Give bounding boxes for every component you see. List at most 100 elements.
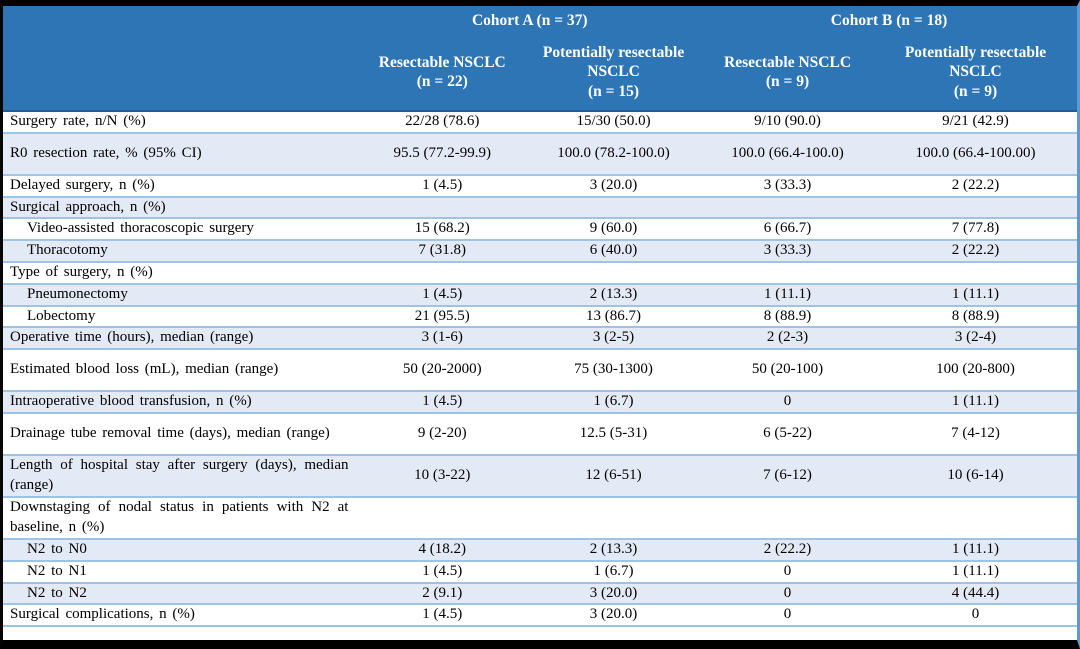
col-header-name: Potentially resectable NSCLC xyxy=(904,43,1047,81)
row-value: 1 (11.1) xyxy=(873,282,1077,306)
empty-label-header xyxy=(3,34,359,112)
row-value: 22/28 (78.6) xyxy=(405,113,480,129)
row-value: 2 (2-3) xyxy=(701,326,874,350)
row-value: 1 (11.1) xyxy=(873,537,1077,561)
row-value: 2 (9.1) xyxy=(358,581,527,605)
row-value: 7 (31.8) xyxy=(358,239,527,262)
row-value: 13 (86.7) xyxy=(526,304,702,328)
row-value: 9/10 (90.0) xyxy=(754,113,821,129)
row-value: 100.0 (66.4-100.00) xyxy=(873,131,1077,175)
row-value: 1 (11.1) xyxy=(873,559,1077,583)
row-value: 2 (13.3) xyxy=(526,282,702,306)
row-value xyxy=(358,260,527,284)
table-row: N2 to N0 4 (18.2) 2 (13.3) 2 (22.2) 1 (11.1) xyxy=(3,537,1077,561)
row-value: 10 (6-14) xyxy=(873,453,1077,497)
table-row: Estimated blood loss (mL), median (range… xyxy=(3,348,1077,392)
table-row: Operative time (hours), median (range) 3 … xyxy=(3,326,1077,350)
row-value: 50 (20-2000) xyxy=(358,348,527,392)
row-value: 95.5 (77.2-99.9) xyxy=(358,131,527,175)
row-value: 3 (1-6) xyxy=(358,326,527,350)
row-value: 3 (20.0) xyxy=(526,173,702,197)
cohort-a-header: Cohort A (n = 37) xyxy=(358,6,702,34)
table-row: Surgical approach, n (%) xyxy=(3,195,1077,219)
row-value: 0 xyxy=(701,559,874,583)
row-value: 1 (6.7) xyxy=(526,559,702,583)
table-row: Pneumonectomy 1 (4.5) 2 (13.3) 1 (11.1) 1 (1… xyxy=(3,282,1077,306)
table-header: Cohort A (n = 37) Cohort B (n = 18) Rese… xyxy=(3,6,1077,112)
col-header-cohort-a-resectable: Resectable NSCLC (n = 22) xyxy=(358,34,527,112)
row-value: 3 (20.0) xyxy=(526,603,702,628)
row-value xyxy=(873,195,1077,219)
col-header-name: Potentially resectable NSCLC xyxy=(542,43,685,81)
table-row: Video-assisted thoracoscopic surgery 15 (… xyxy=(3,217,1077,241)
row-value xyxy=(526,260,702,284)
row-value: 7 (6-12) xyxy=(701,453,874,497)
row-value: 1 (4.5) xyxy=(358,603,527,628)
row-label: Pneumonectomy xyxy=(3,282,359,306)
table-row: Delayed surgery, n (%) 1 (4.5) 3 (20.0) 3 (… xyxy=(3,173,1077,197)
empty-corner-cell xyxy=(3,6,359,34)
table-row: Lobectomy 21 (95.5) 13 (86.7) 8 (88.9) 8 (88… xyxy=(3,304,1077,328)
col-header-cohort-b-resectable: Resectable NSCLC (n = 9) xyxy=(701,34,874,112)
row-value: 1 (4.5) xyxy=(358,390,527,413)
row-value: 7 (77.8) xyxy=(873,217,1077,241)
row-value: 1 (6.7) xyxy=(526,390,702,413)
row-label: Drainage tube removal time (days), media… xyxy=(3,411,359,455)
table-body: Surgery rate, n/N (%) 22/28 (78.6) 15/30 (… xyxy=(3,111,1077,628)
subgroup-header-row: Resectable NSCLC (n = 22) Potentially re… xyxy=(3,34,1077,112)
col-header-name: Resectable NSCLC xyxy=(724,53,852,71)
table-row: N2 to N1 1 (4.5) 1 (6.7) 0 1 (11.1) xyxy=(3,559,1077,583)
row-value: 6 (66.7) xyxy=(701,217,874,241)
table-row: Downstaging of nodal status in patients … xyxy=(3,495,1077,539)
table-row: R0 resection rate, % (95% CI) 95.5 (77.2-… xyxy=(3,131,1077,175)
col-header-name: Resectable NSCLC xyxy=(378,53,506,71)
row-label: Length of hospital stay after surgery (d… xyxy=(3,453,359,497)
row-value: 0 xyxy=(873,603,1077,628)
row-value: 12.5 (5-31) xyxy=(526,411,702,455)
row-value: 8 (88.9) xyxy=(873,304,1077,328)
row-label: Estimated blood loss (mL), median (range… xyxy=(3,348,359,392)
row-label: Lobectomy xyxy=(3,304,359,328)
col-header-cohort-b-potentially-resectable: Potentially resectable NSCLC (n = 9) xyxy=(873,34,1077,112)
row-value xyxy=(873,260,1077,284)
col-header-n: (n = 9) xyxy=(953,82,998,100)
row-value: 8 (88.9) xyxy=(701,304,874,328)
row-value: 1 (4.5) xyxy=(358,282,527,306)
row-value: 100 (20-800) xyxy=(873,348,1077,392)
row-value: 21 (95.5) xyxy=(358,304,527,328)
row-value xyxy=(526,195,702,219)
col-header-n: (n = 22) xyxy=(416,73,468,90)
row-value: 2 (22.2) xyxy=(873,239,1077,262)
row-label: Video-assisted thoracoscopic surgery xyxy=(3,217,359,241)
col-header-n: (n = 9) xyxy=(765,73,810,90)
row-value: 3 (2-5) xyxy=(526,326,702,350)
row-value: 0 xyxy=(701,603,874,628)
row-value xyxy=(358,195,527,219)
row-value: 6 (40.0) xyxy=(526,239,702,262)
row-value xyxy=(701,195,874,219)
row-value: 1 (4.5) xyxy=(358,173,527,197)
row-label: N2 to N2 xyxy=(3,581,359,605)
row-value: 50 (20-100) xyxy=(701,348,874,392)
table-row: N2 to N2 2 (9.1) 3 (20.0) 0 4 (44.4) xyxy=(3,581,1077,605)
row-label: Thoracotomy xyxy=(3,239,359,262)
row-label: R0 resection rate, % (95% CI) xyxy=(3,131,359,175)
row-value: 12 (6-51) xyxy=(526,453,702,497)
table-row: Surgical complications, n (%) 1 (4.5) 3 (2… xyxy=(3,603,1077,628)
row-value: 15/30 (50.0) xyxy=(576,113,651,129)
table-row: Surgery rate, n/N (%) 22/28 (78.6) 15/30 (… xyxy=(3,111,1077,133)
table-row: Intraoperative blood transfusion, n (%) 1… xyxy=(3,390,1077,413)
col-header-n: (n = 15) xyxy=(588,82,640,100)
row-value xyxy=(701,260,874,284)
row-value xyxy=(526,495,702,539)
row-value xyxy=(873,495,1077,539)
row-label: Delayed surgery, n (%) xyxy=(3,173,359,197)
row-value: 3 (33.3) xyxy=(701,173,874,197)
row-label: Type of surgery, n (%) xyxy=(3,260,359,284)
row-label: Downstaging of nodal status in patients … xyxy=(3,495,359,539)
row-value: 100.0 (66.4-100.0) xyxy=(701,131,874,175)
row-value: 10 (3-22) xyxy=(358,453,527,497)
row-value: 1 (11.1) xyxy=(701,282,874,306)
table-row: Length of hospital stay after surgery (d… xyxy=(3,453,1077,497)
row-value xyxy=(358,495,527,539)
